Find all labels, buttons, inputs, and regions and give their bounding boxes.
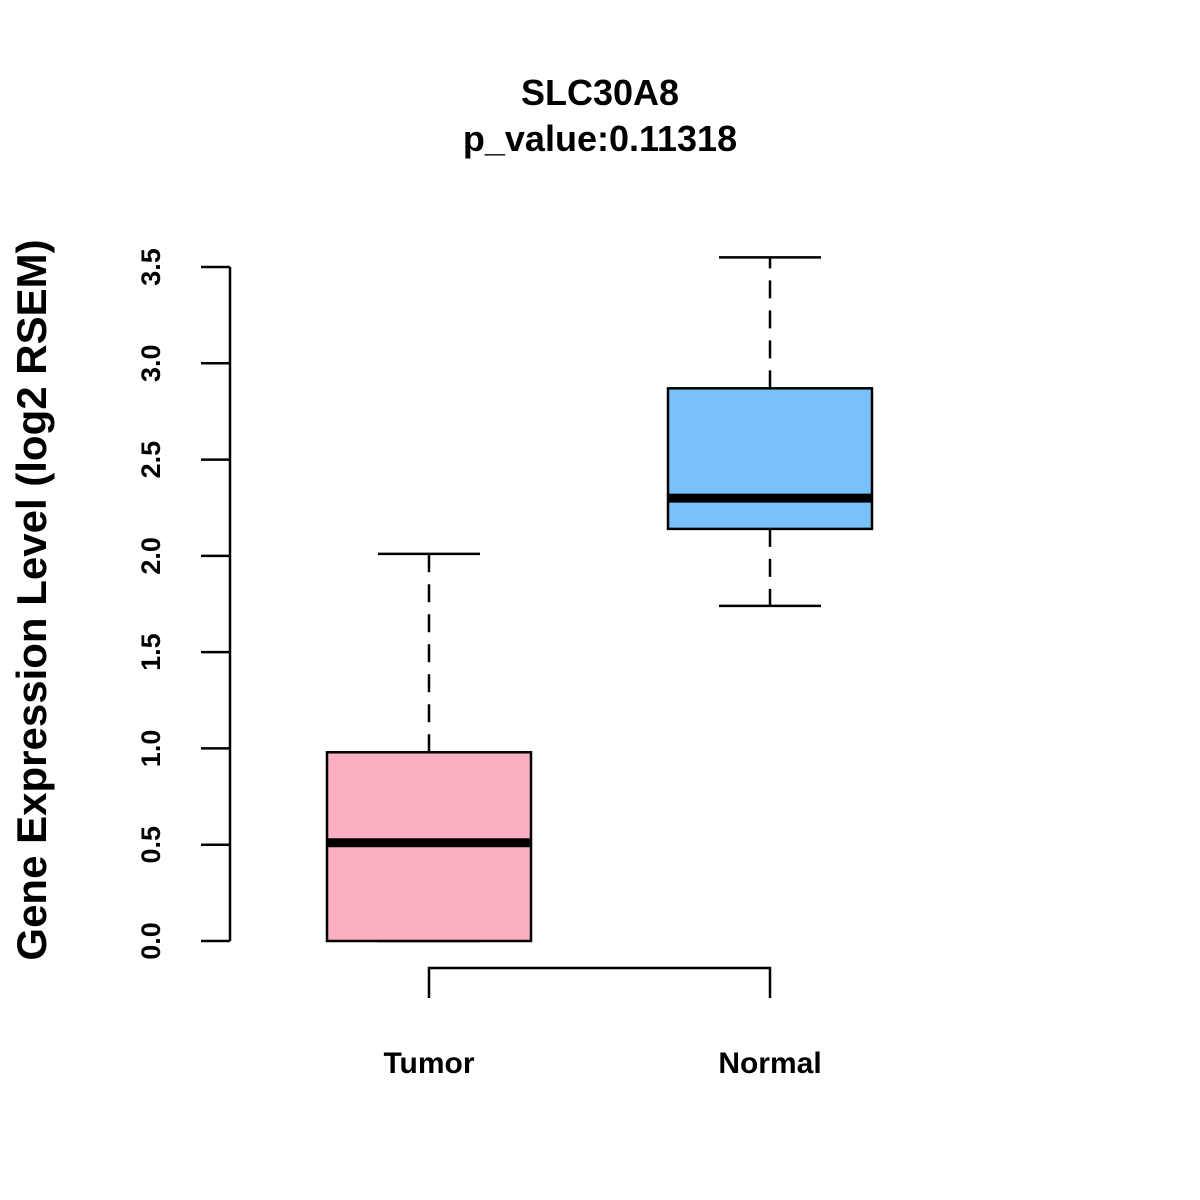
y-tick-label: 1.5 <box>136 633 166 671</box>
category-labels: Tumor Normal <box>383 1047 821 1080</box>
y-axis-label: Gene Expression Level (log2 RSEM) <box>8 239 55 960</box>
y-tick-label: 3.5 <box>136 248 166 286</box>
chart-title: SLC30A8 <box>521 72 679 113</box>
y-tick-label: 2.0 <box>136 537 166 575</box>
y-tick-label: 2.5 <box>136 441 166 479</box>
iqr-box <box>666 387 874 531</box>
category-label-tumor: Tumor <box>383 1047 474 1080</box>
y-tick-label: 0.0 <box>136 922 166 960</box>
y-tick-label: 3.0 <box>136 345 166 383</box>
significance-bracket <box>427 966 772 998</box>
box-tumor <box>325 552 533 943</box>
bracket-line <box>427 966 772 998</box>
y-tick-label: 1.0 <box>136 730 166 768</box>
category-label-normal: Normal <box>718 1047 821 1080</box>
chart-subtitle: p_value:0.11318 <box>463 118 737 159</box>
box-normal <box>666 256 874 608</box>
y-tick-label: 0.5 <box>136 826 166 864</box>
y-axis: 0.0 0.5 1.0 1.5 2.0 2.5 3.0 3.5 <box>136 248 232 960</box>
boxes <box>325 256 874 943</box>
